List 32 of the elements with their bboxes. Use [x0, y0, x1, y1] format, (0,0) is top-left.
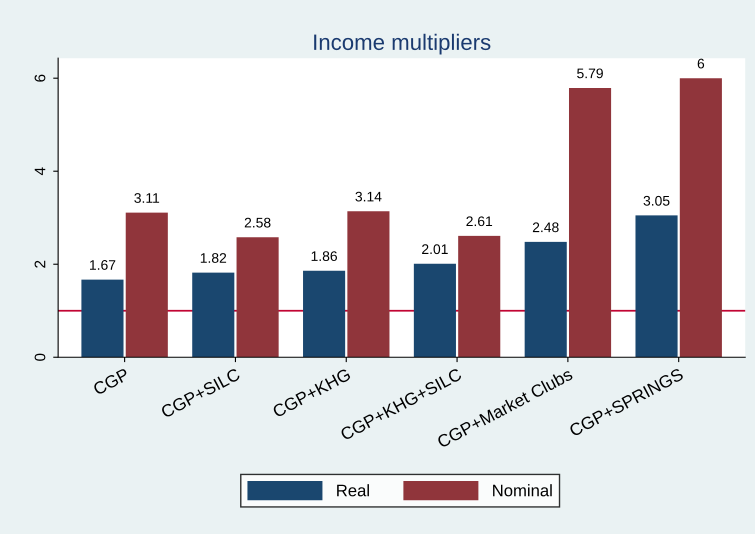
y-tick-label: 6: [34, 74, 46, 82]
data-label: 3.11: [134, 193, 160, 203]
bar: [414, 264, 456, 358]
data-label: 5.79: [577, 68, 603, 78]
data-label: 3.14: [355, 192, 382, 202]
legend-label: Real: [337, 484, 369, 496]
bar: [458, 236, 500, 358]
data-label: 1.67: [90, 260, 116, 270]
bar: [635, 215, 678, 358]
data-label: 1.82: [200, 253, 226, 263]
data-label: 2.01: [422, 244, 448, 254]
y-tick-label: 2: [34, 260, 46, 268]
bar: [192, 272, 234, 358]
data-label: 2.48: [532, 222, 559, 232]
chart-title: Income multipliers: [314, 34, 490, 54]
bar: [236, 237, 279, 358]
bar: [126, 212, 168, 358]
bar: [347, 211, 390, 358]
bar: [81, 280, 124, 358]
bar: [568, 88, 612, 358]
y-tick-label: 4: [34, 167, 46, 176]
data-label: 2.61: [466, 216, 492, 226]
bar: [524, 242, 567, 358]
data-label: 6: [698, 58, 704, 69]
x-tick-label: CGP: [92, 368, 130, 396]
data-label: 2.58: [244, 218, 271, 228]
data-label: 3.05: [644, 196, 670, 206]
legend-label: Nominal: [493, 484, 552, 496]
data-label: 1.86: [312, 251, 337, 262]
y-tick-label: 0: [34, 354, 46, 361]
bar: [303, 270, 346, 358]
bar: [680, 78, 722, 358]
